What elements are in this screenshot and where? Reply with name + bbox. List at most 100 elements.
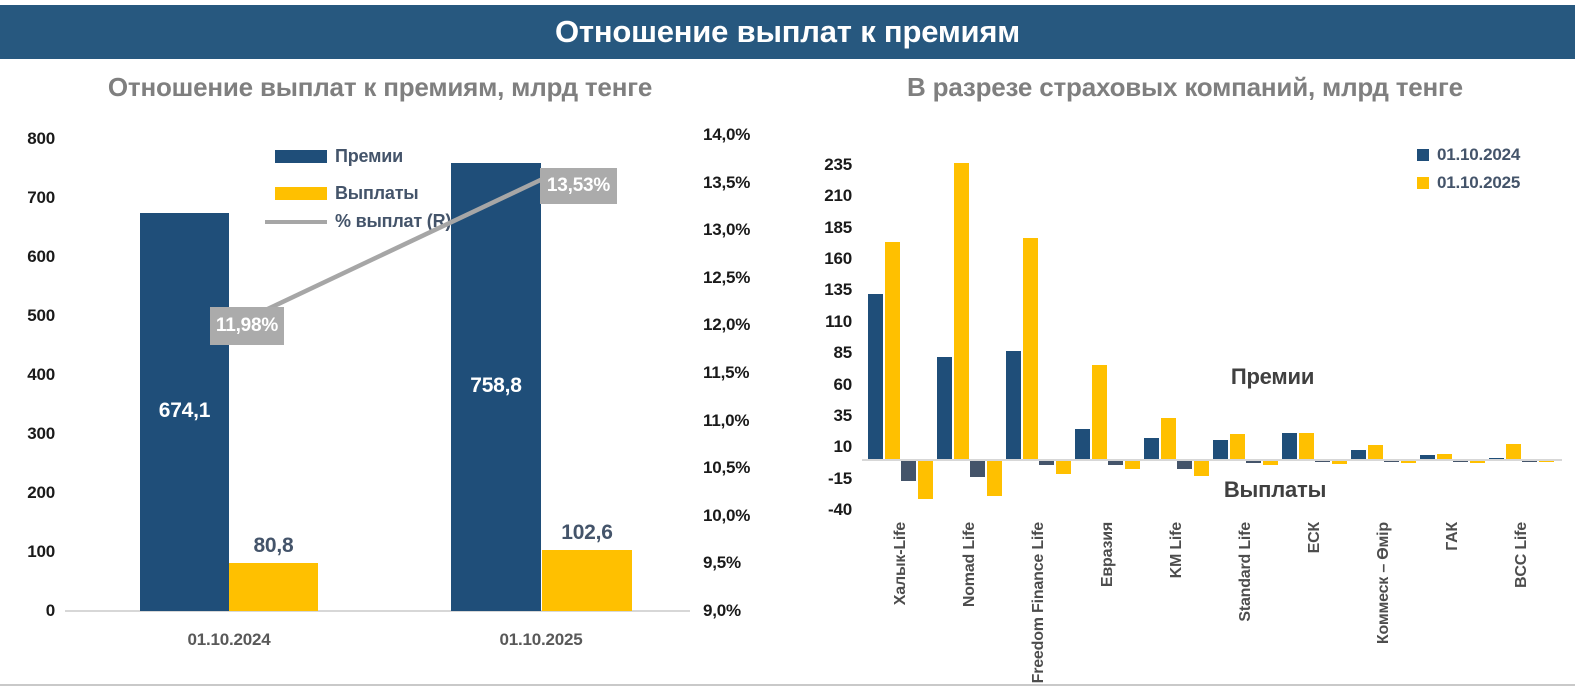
bar-premiums-01.10.2025 xyxy=(1505,443,1521,459)
bar-payments-01.10.2024 xyxy=(1177,461,1193,469)
bar-payments-01.10.2025 xyxy=(986,461,1002,497)
bar-label-payments: 80,8 xyxy=(253,534,294,558)
bar-premiums-01.10.2025 xyxy=(1160,417,1176,459)
right-axis-tick-label: 13,0% xyxy=(703,220,751,240)
left-chart-baseline xyxy=(65,610,690,612)
bar-payments-01.10.2024 xyxy=(970,461,986,478)
annotation-premiums: Премии xyxy=(1230,364,1315,389)
bar-premiums-01.10.2024 xyxy=(1075,428,1090,459)
bar-payments-01.10.2025 xyxy=(1262,461,1278,466)
right-axis-tick-label: 9,5% xyxy=(703,553,741,573)
company-label: Nomad Life xyxy=(961,522,979,608)
bar-premiums-01.10.2024 xyxy=(1282,432,1297,459)
company-label: Коммеск – Өмір xyxy=(1375,522,1393,645)
left-axis-tick-label: 400 xyxy=(27,364,55,384)
right-legend-item-2024: 01.10.2024 xyxy=(1417,145,1520,165)
right-chart-y-tick-label: 235 xyxy=(824,154,852,174)
page-title-banner: Отношение выплат к премиям xyxy=(0,5,1575,59)
right-axis-tick-label: 10,0% xyxy=(703,505,751,525)
right-chart-y-tick-label: 160 xyxy=(824,249,852,269)
right-chart-y-tick-label: -40 xyxy=(828,500,852,520)
right-chart-y-tick-label: -15 xyxy=(828,468,852,488)
bar-payments-01.10.2025 xyxy=(1124,461,1140,469)
bar-payments-01.10.2024 xyxy=(1315,461,1331,463)
bar-premiums-01.10.2024 xyxy=(1144,437,1159,459)
left-axis-tick-label: 300 xyxy=(27,423,55,443)
bar-payments-01.10.2024 xyxy=(1039,461,1055,465)
bar-payments-01.10.2025 xyxy=(1469,461,1485,463)
left-axis-tick-label: 700 xyxy=(27,187,55,207)
right-axis-tick-label: 12,5% xyxy=(703,267,751,287)
company-label: Халык-Life xyxy=(892,522,910,606)
right-chart-y-tick-label: 85 xyxy=(833,343,852,363)
company-label: BCC Life xyxy=(1513,522,1531,588)
bar-premiums-01.10.2025 xyxy=(884,241,900,459)
bar-premiums-01.10.2025 xyxy=(1298,432,1314,459)
left-axis-tick-label: 0 xyxy=(45,601,55,620)
right-legend-label-2025: 01.10.2025 xyxy=(1437,173,1521,192)
bar-payments-01.10.2025 xyxy=(1055,461,1071,474)
right-axis-tick-label: 11,5% xyxy=(703,363,750,382)
right-axis-tick-label: 13,5% xyxy=(703,172,751,192)
left-legend-item-ratio-line: % выплат (R) xyxy=(265,211,451,232)
right-legend-label-2024: 01.10.2024 xyxy=(1437,145,1521,164)
bar-premiums-01.10.2024 xyxy=(1213,440,1228,459)
bar-payments-01.10.2024 xyxy=(1453,461,1469,462)
premiums-bar-swatch-icon xyxy=(275,150,327,163)
bar-premiums-01.10.2024 xyxy=(937,357,952,459)
company-label: Freedom Finance Life xyxy=(1030,522,1048,684)
left-axis-tick-label: 600 xyxy=(27,246,55,266)
bar-premiums-01.10.2025 xyxy=(1022,237,1038,459)
right-chart-y-tick-label: 185 xyxy=(824,217,852,237)
page-bottom-border xyxy=(0,684,1575,686)
company-label: Standard Life xyxy=(1237,522,1255,622)
bar-label-premiums: 758,8 xyxy=(470,373,522,397)
right-chart-y-tick-label: 35 xyxy=(833,406,852,426)
right-chart-y-tick-label: 10 xyxy=(833,437,852,457)
ratio-point-label: 11,98% xyxy=(210,307,284,345)
company-label: KM Life xyxy=(1168,522,1186,579)
right-chart-y-tick-label: 110 xyxy=(825,311,852,331)
bar-payments-01.10.2025 xyxy=(1331,461,1347,464)
bar-premiums-01.10.2024 xyxy=(1489,457,1504,459)
left-axis-tick-label: 100 xyxy=(27,541,55,561)
legend-2024-square-icon xyxy=(1417,149,1429,161)
bar-premiums-01.10.2025 xyxy=(1229,433,1245,459)
left-axis-tick-label: 800 xyxy=(27,128,55,148)
bar-premiums-01.10.2024 xyxy=(140,212,229,611)
right-chart-title: В разрезе страховых компаний, млрд тенге xyxy=(907,72,1463,102)
bar-payments-01.10.2025 xyxy=(917,461,933,499)
bar-payments-01.10.2024 xyxy=(1384,461,1400,463)
right-axis-tick-label: 9,0% xyxy=(703,601,741,620)
bar-premiums-01.10.2024 xyxy=(1420,455,1435,459)
bar-payments-01.10.2024 xyxy=(901,461,917,482)
bar-label-premiums: 674,1 xyxy=(158,398,211,422)
left-chart-title: Отношение выплат к премиям, млрд тенге xyxy=(107,72,653,102)
annotation-payments: Выплаты xyxy=(1223,477,1327,502)
bar-premiums-01.10.2025 xyxy=(1436,453,1452,459)
bar-payments-01.10.2025 xyxy=(1193,461,1209,477)
left-legend-label-payments: Выплаты xyxy=(335,183,419,203)
left-legend-item-premiums: Премии xyxy=(275,146,403,167)
bar-premiums-01.10.2025 xyxy=(1091,364,1107,459)
ratio-line-swatch-icon xyxy=(265,219,327,224)
right-axis-tick-label: 10,5% xyxy=(703,458,751,478)
bar-premiums-01.10.2024 xyxy=(1351,450,1366,459)
bar-payments-01.10.2024 xyxy=(1522,461,1538,462)
bar-label-payments: 102,6 xyxy=(561,521,613,545)
right-axis-tick-label: 12,0% xyxy=(703,315,751,335)
category-label: 01.10.2025 xyxy=(499,630,583,649)
right-chart-baseline xyxy=(862,459,1562,461)
category-label: 01.10.2024 xyxy=(187,630,271,649)
bar-premiums-01.10.2024 xyxy=(868,294,883,459)
legend-2025-square-icon xyxy=(1417,177,1429,189)
ratio-point-label: 13,53% xyxy=(540,168,617,204)
bar-payments-01.10.2025 xyxy=(542,550,632,611)
page-title: Отношение выплат к премиям xyxy=(554,14,1021,49)
bar-premiums-01.10.2025 xyxy=(1367,445,1383,459)
bar-payments-01.10.2025 xyxy=(1400,461,1416,463)
right-chart-y-tick-label: 210 xyxy=(824,186,852,206)
left-axis-tick-label: 200 xyxy=(27,482,55,502)
company-label: ГАК xyxy=(1444,522,1462,551)
